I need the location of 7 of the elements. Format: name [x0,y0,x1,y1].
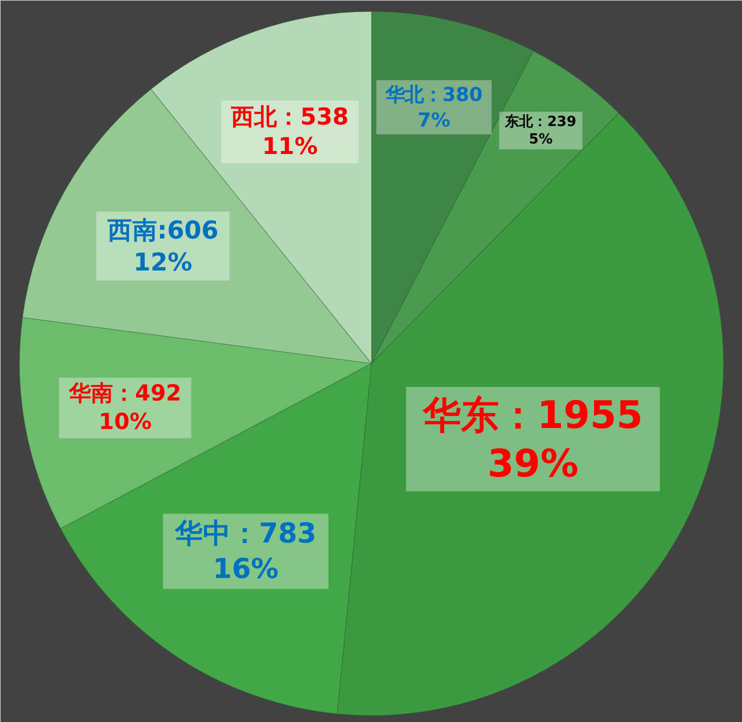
slice-label: 华南：492 10% [68,380,182,436]
slice-label: 西南:606 12% [106,216,218,277]
slice-label: 西北：538 11% [230,103,349,160]
slice-label: 华中：783 16% [174,518,316,585]
slice-label: 华东：1955 39% [422,392,643,486]
slice-label: 华北：380 7% [384,83,483,132]
slice-label: 东北：239 5% [504,112,576,148]
